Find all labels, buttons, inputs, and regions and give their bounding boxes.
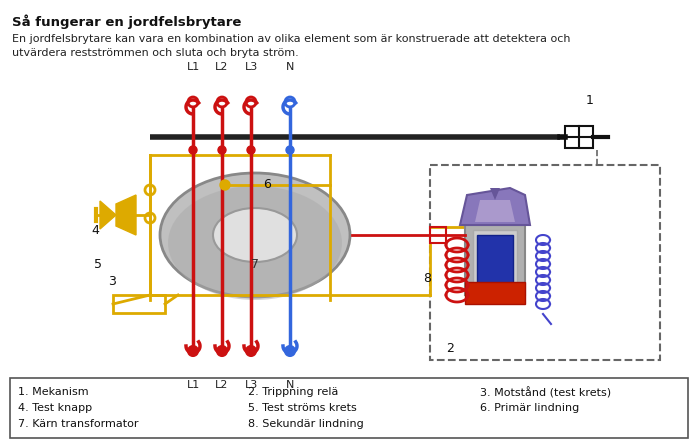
Bar: [113, 295, 165, 313]
Bar: [465, 225, 525, 295]
Text: L3: L3: [244, 380, 258, 390]
Text: 7. Kärn transformator: 7. Kärn transformator: [18, 419, 139, 429]
Polygon shape: [116, 195, 136, 235]
Text: N: N: [286, 62, 294, 72]
Bar: [430, 165, 660, 360]
Text: utvärdera restströmmen och sluta och bryta ström.: utvärdera restströmmen och sluta och bry…: [12, 48, 299, 58]
Circle shape: [188, 346, 198, 356]
Text: En jordfelsbrytare kan vara en kombination av olika element som är konstruerade : En jordfelsbrytare kan vara en kombinati…: [12, 34, 570, 44]
Polygon shape: [460, 188, 530, 225]
Text: 4. Test knapp: 4. Test knapp: [18, 403, 92, 413]
Text: 6: 6: [263, 178, 271, 191]
Bar: [473, 230, 517, 285]
Text: 6. Primär lindning: 6. Primär lindning: [480, 403, 580, 413]
Text: 7: 7: [251, 259, 259, 272]
Text: 4: 4: [91, 223, 99, 236]
Circle shape: [220, 180, 230, 190]
Bar: [477, 235, 513, 283]
Text: L2: L2: [216, 380, 229, 390]
Bar: [10, 378, 688, 438]
Circle shape: [189, 146, 197, 154]
Circle shape: [247, 146, 255, 154]
Text: 8. Sekundär lindning: 8. Sekundär lindning: [248, 419, 364, 429]
Text: 2. Trippning relä: 2. Trippning relä: [248, 387, 338, 397]
Text: 3. Motstånd (test krets): 3. Motstånd (test krets): [480, 387, 611, 398]
Circle shape: [285, 346, 295, 356]
Circle shape: [246, 346, 256, 356]
Text: N: N: [286, 380, 294, 390]
Text: L2: L2: [216, 62, 229, 72]
Circle shape: [218, 146, 226, 154]
Text: 3: 3: [108, 275, 116, 288]
Polygon shape: [100, 201, 116, 229]
Text: 2: 2: [446, 342, 454, 355]
Ellipse shape: [160, 173, 350, 297]
Text: L3: L3: [244, 62, 258, 72]
Polygon shape: [475, 200, 515, 222]
Ellipse shape: [213, 208, 297, 262]
Ellipse shape: [168, 186, 342, 300]
Text: 1. Mekanism: 1. Mekanism: [18, 387, 89, 397]
Text: 5: 5: [94, 259, 102, 272]
Bar: [465, 282, 525, 304]
Text: L1: L1: [186, 380, 200, 390]
Text: Så fungerar en jordfelsbrytare: Så fungerar en jordfelsbrytare: [12, 14, 241, 29]
Text: L1: L1: [186, 62, 200, 72]
Circle shape: [286, 146, 294, 154]
Bar: [430, 227, 446, 243]
Circle shape: [217, 346, 227, 356]
Text: 1: 1: [586, 94, 594, 107]
Polygon shape: [490, 188, 500, 200]
Text: 8: 8: [423, 272, 431, 285]
Text: 5. Test ströms krets: 5. Test ströms krets: [248, 403, 357, 413]
Bar: [565, 126, 593, 148]
